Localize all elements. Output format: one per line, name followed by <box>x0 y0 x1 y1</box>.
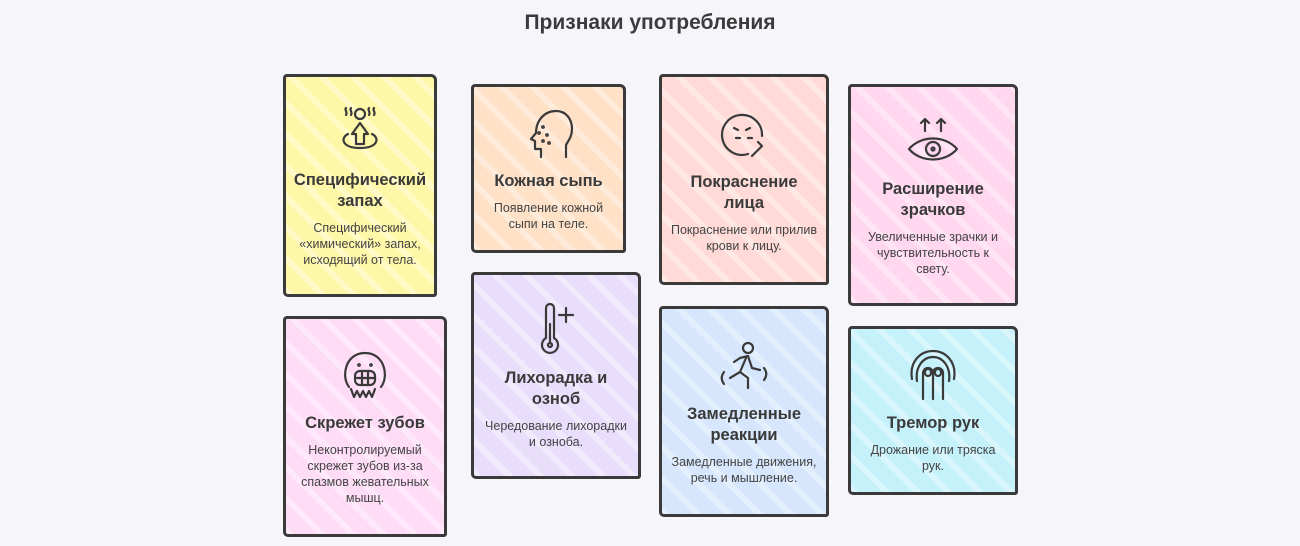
card-title: Тремор рук <box>886 414 980 432</box>
page-title: Признаки употребления <box>524 11 776 34</box>
card-text: Замедленные движения, речь и мышление. <box>671 454 817 485</box>
card-text: Специфический «химический» запах, исходя… <box>299 220 421 267</box>
card-teeth-grinding: Скрежет зубов Неконтролируемый скрежет з… <box>283 316 447 537</box>
card-title: Лихорадка и озноб <box>504 368 608 408</box>
card-title: Скрежет зубов <box>305 414 425 432</box>
face-rash-icon <box>529 109 573 159</box>
slow-runner-icon <box>720 341 768 389</box>
card-skin-rash: Кожная сыпь Появление кожной сыпи на тел… <box>471 84 626 253</box>
card-hand-tremor: Тремор рук Дрожание или тряска рук. <box>848 326 1018 495</box>
card-text: Чередование лихорадки и озноба. <box>485 418 627 449</box>
card-title: Специфический запах <box>293 170 427 210</box>
card-face-redness: Покраснение лица Покраснение или прилив … <box>659 74 829 285</box>
card-text: Неконтролируемый скрежет зубов из-за спа… <box>301 443 429 505</box>
card-text: Увеличенные зрачки и чувствительность к … <box>867 230 998 276</box>
card-fever-chills: Лихорадка и озноб Чередование лихорадки … <box>471 272 641 479</box>
card-text: Появление кожной сыпи на теле. <box>493 201 604 231</box>
card-text: Покраснение или прилив крови к лицу. <box>670 222 818 253</box>
grinding-teeth-icon <box>344 351 386 399</box>
card-specific-smell: Специфический запах Специфический «химич… <box>283 74 437 297</box>
card-slow-reactions: Замедленные реакции Замедленные движения… <box>659 306 829 517</box>
smell-person-icon <box>342 106 378 149</box>
flushed-face-icon <box>720 113 764 157</box>
dilated-eye-icon <box>907 117 959 161</box>
card-title: Замедленные реакции <box>686 404 801 444</box>
card-title: Кожная сыпь <box>494 172 603 190</box>
card-pupil-dilation: Расширение зрачков Увеличенные зрачки и … <box>848 84 1018 306</box>
thermometer-icon <box>540 302 575 354</box>
card-text: Дрожание или тряска рук. <box>870 443 996 473</box>
card-title: Расширение зрачков <box>882 180 984 219</box>
card-title: Покраснение лица <box>690 172 798 212</box>
trembling-hand-icon <box>910 349 956 401</box>
